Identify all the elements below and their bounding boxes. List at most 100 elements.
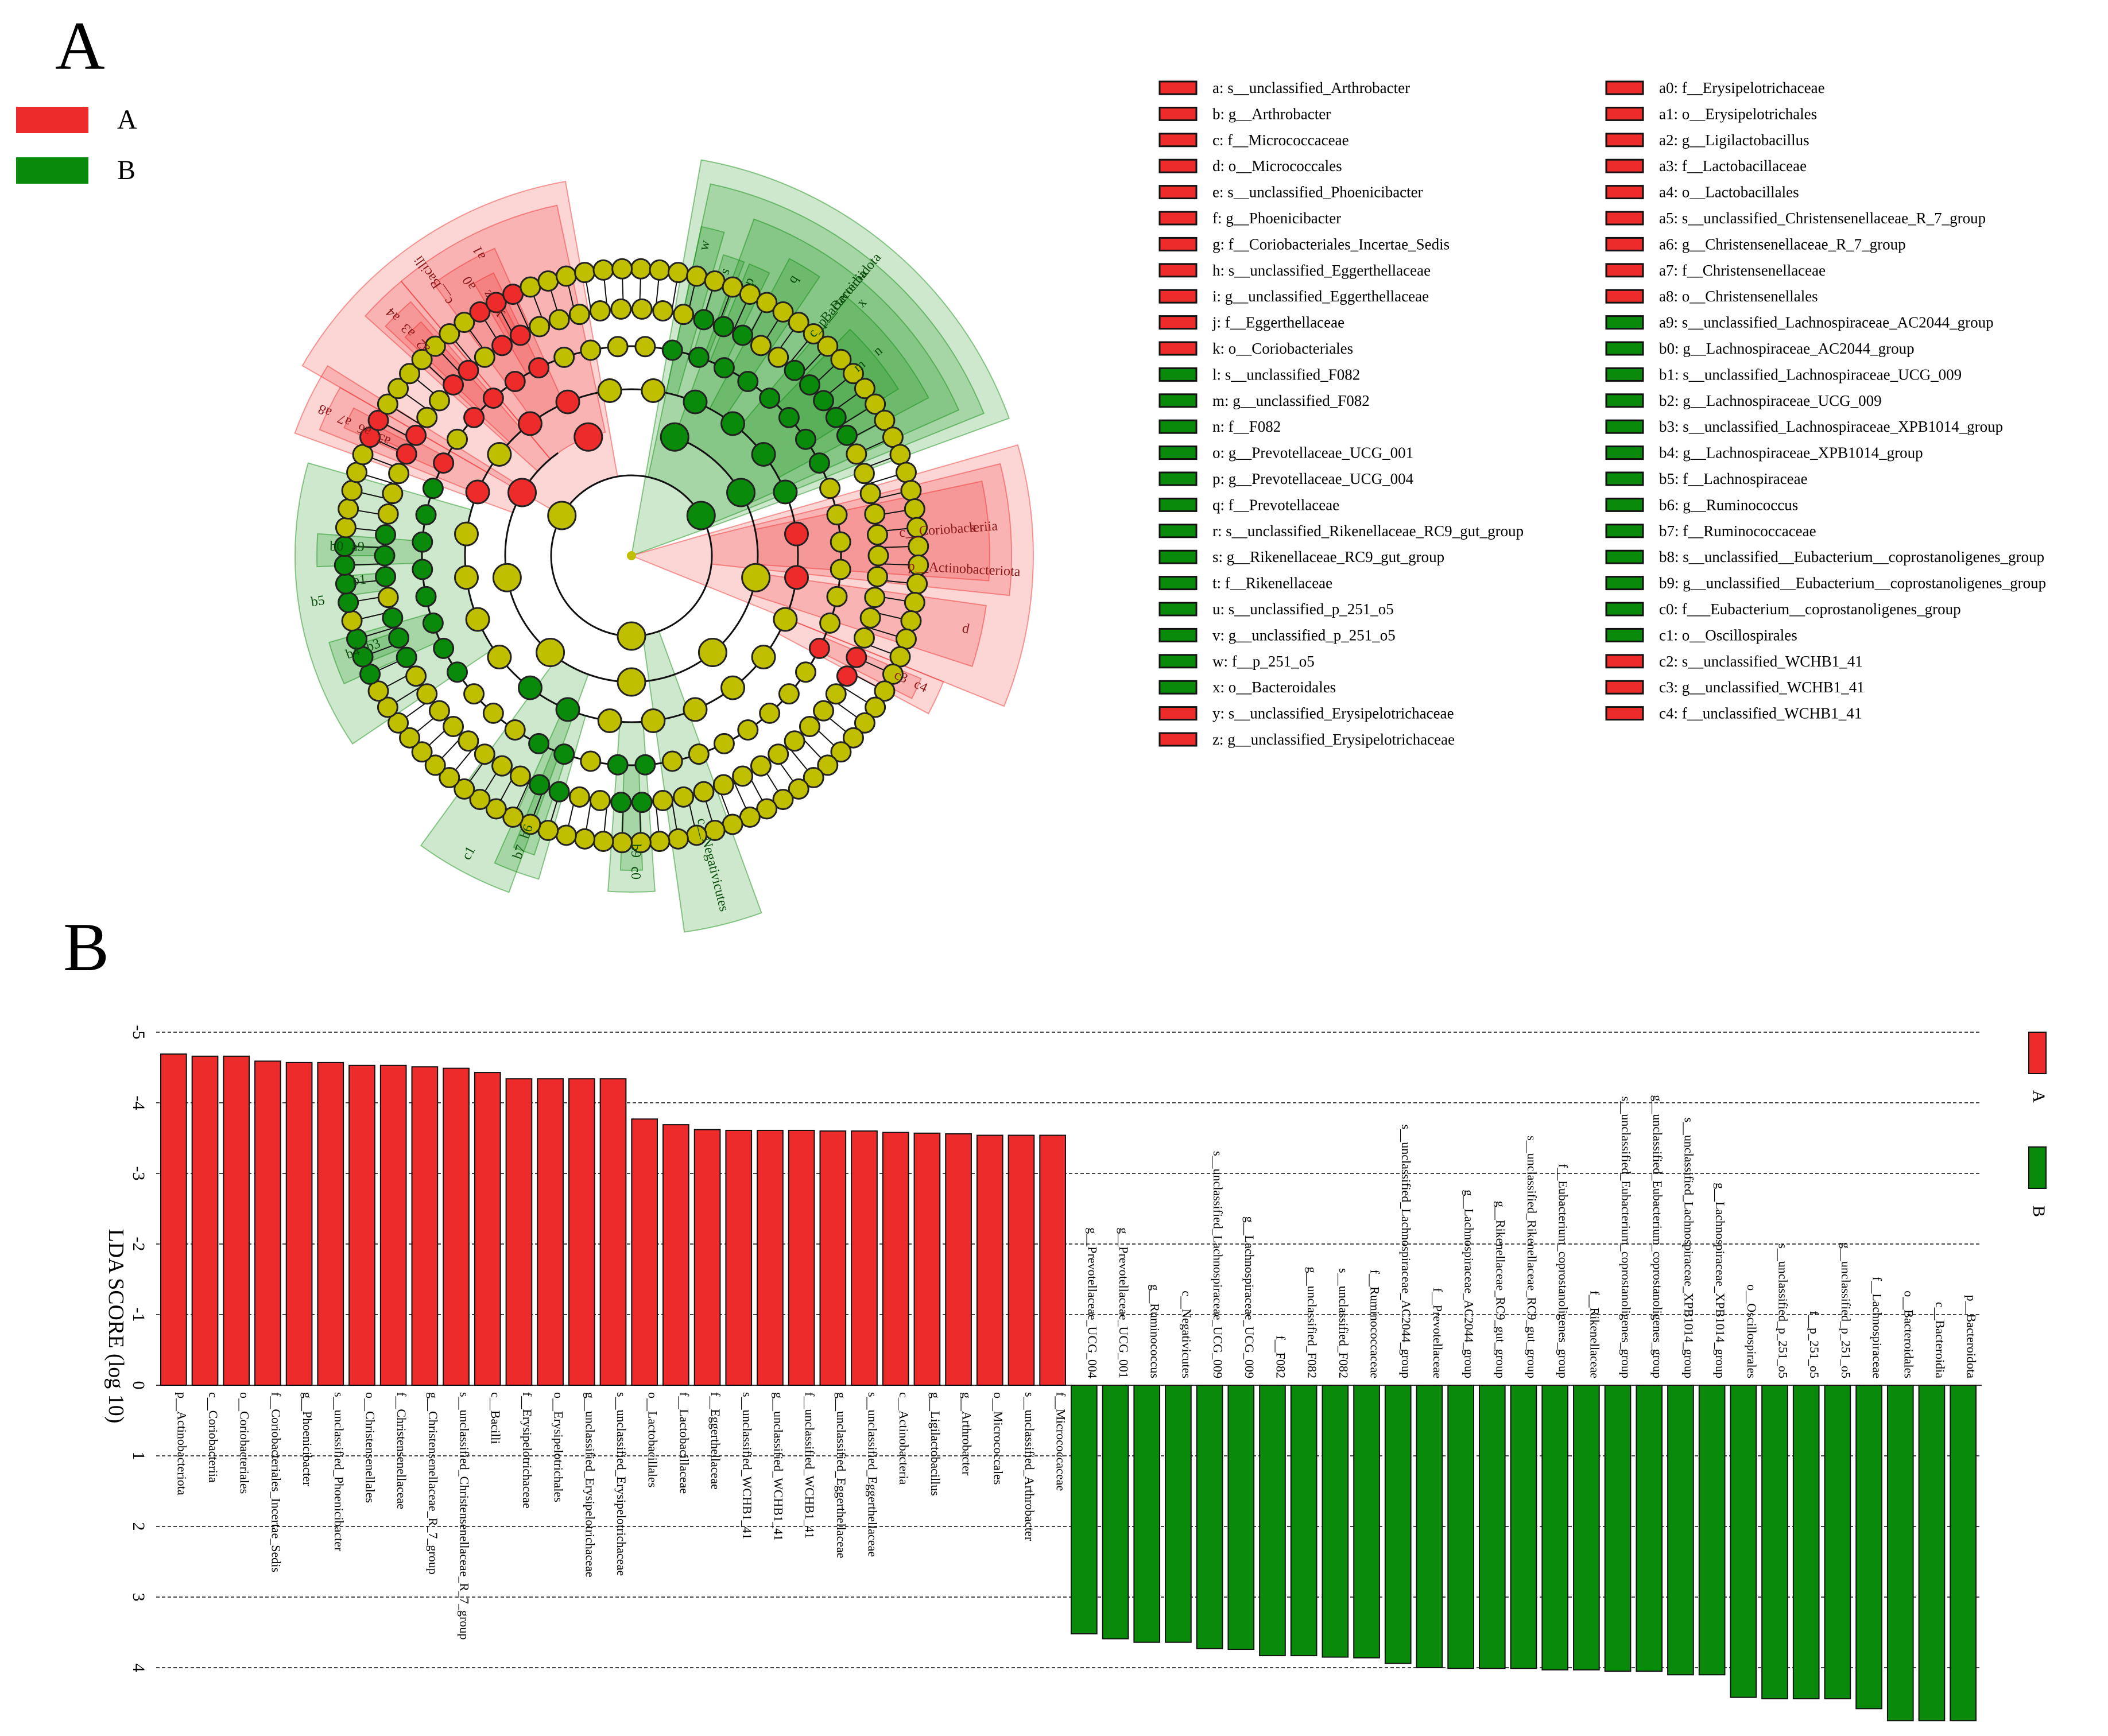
lda-bar-label: f__p_251_o5 (1807, 1311, 1822, 1378)
lda-bar-label: s__unclassified_p_251_o5 (1776, 1243, 1791, 1378)
clade-node (630, 258, 652, 280)
clade-node (895, 462, 917, 483)
lda-bar (223, 1055, 250, 1386)
clade-node (865, 696, 886, 718)
lda-legend-swatch (2028, 1146, 2047, 1189)
key-entry: a1: o__Erysipelotrichales (1659, 105, 1817, 122)
key-entry: a8: o__Christensenellales (1659, 288, 1818, 305)
clade-node (463, 683, 485, 705)
lda-tick-label: -2 (129, 1237, 148, 1251)
key-entry: c3: g__unclassified_WCHB1_41 (1659, 679, 1865, 696)
clade-node (469, 301, 491, 323)
lda-bar (1259, 1385, 1286, 1657)
clade-node (866, 565, 888, 587)
key-entry: a: s__unclassified_Arthrobacter (1212, 79, 1410, 96)
key-swatch (1605, 263, 1644, 278)
lda-bar-label: p__Actinobacteriota (175, 1392, 189, 1495)
lda-bar-label: f__Rikenellaceae (1587, 1291, 1602, 1378)
clade-node (895, 628, 917, 650)
key-entry: z: g__unclassified_Erysipelotrichaceae (1212, 731, 1455, 748)
clade-node (382, 607, 404, 629)
key-entry: p: g__Prevotellaceae_UCG_004 (1212, 470, 1414, 487)
clade-node (641, 708, 666, 734)
clade-node (580, 750, 602, 772)
clade-node (509, 324, 531, 346)
clade-node (422, 612, 444, 634)
clade-node (416, 406, 438, 428)
clade-node (830, 531, 851, 553)
clade-node (830, 559, 851, 580)
clade-node (830, 741, 852, 763)
clade-node (768, 743, 789, 765)
lda-bar-label: s__unclassified_Eubacterium_coprostanoli… (1619, 1096, 1633, 1378)
key-swatch (1605, 106, 1644, 121)
clade-node (377, 393, 398, 415)
lda-bar-label: s__unclassified_Phoenicibacter (332, 1392, 346, 1552)
lda-bar (254, 1060, 281, 1386)
clade-node (610, 792, 632, 813)
key-entry: g: f__Coriobacteriales_Incertae_Sedis (1212, 235, 1450, 253)
key-entry: r: s__unclassified_Rikenellaceae_RC9_gut… (1212, 522, 1524, 540)
key-entry: b7: f__Ruminococcaceae (1659, 522, 1816, 540)
lda-bar (1761, 1385, 1788, 1700)
group-legend-swatch-b (16, 157, 88, 184)
clade-node (411, 741, 433, 763)
key-entry: a9: s__unclassified_Lachnospiraceae_AC20… (1659, 314, 1994, 331)
clade-node (537, 819, 559, 841)
clade-node (904, 498, 925, 520)
clade-node (454, 521, 479, 547)
lda-bar-label: s__unclassified_Lachnospiraceae_XPB1014_… (1681, 1117, 1696, 1378)
lda-tick-label: -1 (129, 1308, 148, 1322)
lda-bar-label: g__Christensenellaceae_R_7_group (426, 1392, 440, 1575)
lda-bar (851, 1130, 878, 1386)
clade-node (904, 591, 925, 613)
clade-node (592, 259, 614, 281)
clade-node (382, 483, 404, 505)
group-legend-label-b: B (117, 155, 135, 185)
lda-bar (1384, 1385, 1412, 1664)
clade-node (396, 443, 417, 465)
clade-node (732, 324, 754, 346)
clade-node (667, 262, 689, 284)
clade-node (686, 501, 716, 530)
clade-node (799, 374, 820, 396)
lda-bar (411, 1066, 439, 1386)
lda-bar (1886, 1385, 1914, 1722)
lda-bar (317, 1061, 344, 1386)
lda-bars (160, 1053, 1977, 1722)
clade-node (756, 798, 778, 820)
clade-wedge-label: d (961, 621, 971, 637)
lda-bar (160, 1053, 187, 1386)
clade-node (722, 813, 743, 835)
clade-node (817, 754, 839, 776)
lda-bar (1573, 1385, 1600, 1671)
key-swatch (1158, 680, 1198, 695)
clade-node (447, 661, 468, 683)
lda-bar-label: g__Phoenicibacter (300, 1392, 315, 1486)
clade-node (808, 452, 830, 474)
clade-node (784, 359, 805, 381)
lda-bar (882, 1132, 909, 1386)
clade-node (487, 441, 512, 467)
clade-node (346, 462, 368, 483)
lda-bar-label: g__Prevotellaceae_UCG_004 (1085, 1227, 1099, 1378)
clade-node (367, 409, 389, 431)
clade-node (398, 363, 420, 385)
key-entry: c: f__Micrococcaceae (1212, 131, 1349, 149)
lda-bar-label: p__Bacteroidota (1964, 1295, 1979, 1379)
lda-bar (1918, 1385, 1946, 1722)
clade-node (607, 754, 629, 776)
clade-node (826, 586, 848, 607)
lda-bar (1165, 1385, 1192, 1643)
key-entry: a5: s__unclassified_Christensenellaceae_… (1659, 210, 1986, 227)
key-entry: d: o__Micrococcales (1212, 157, 1342, 175)
clade-node (607, 336, 629, 358)
clade-node (443, 716, 464, 738)
key-entry: s: g__Rikenellaceae_RC9_gut_group (1212, 548, 1444, 565)
clade-node (739, 284, 761, 305)
clade-node (367, 680, 389, 702)
clade-node (859, 483, 881, 505)
key-entry: b9: g__unclassified__Eubacterium__copros… (1659, 575, 2046, 592)
clade-node (813, 700, 835, 722)
